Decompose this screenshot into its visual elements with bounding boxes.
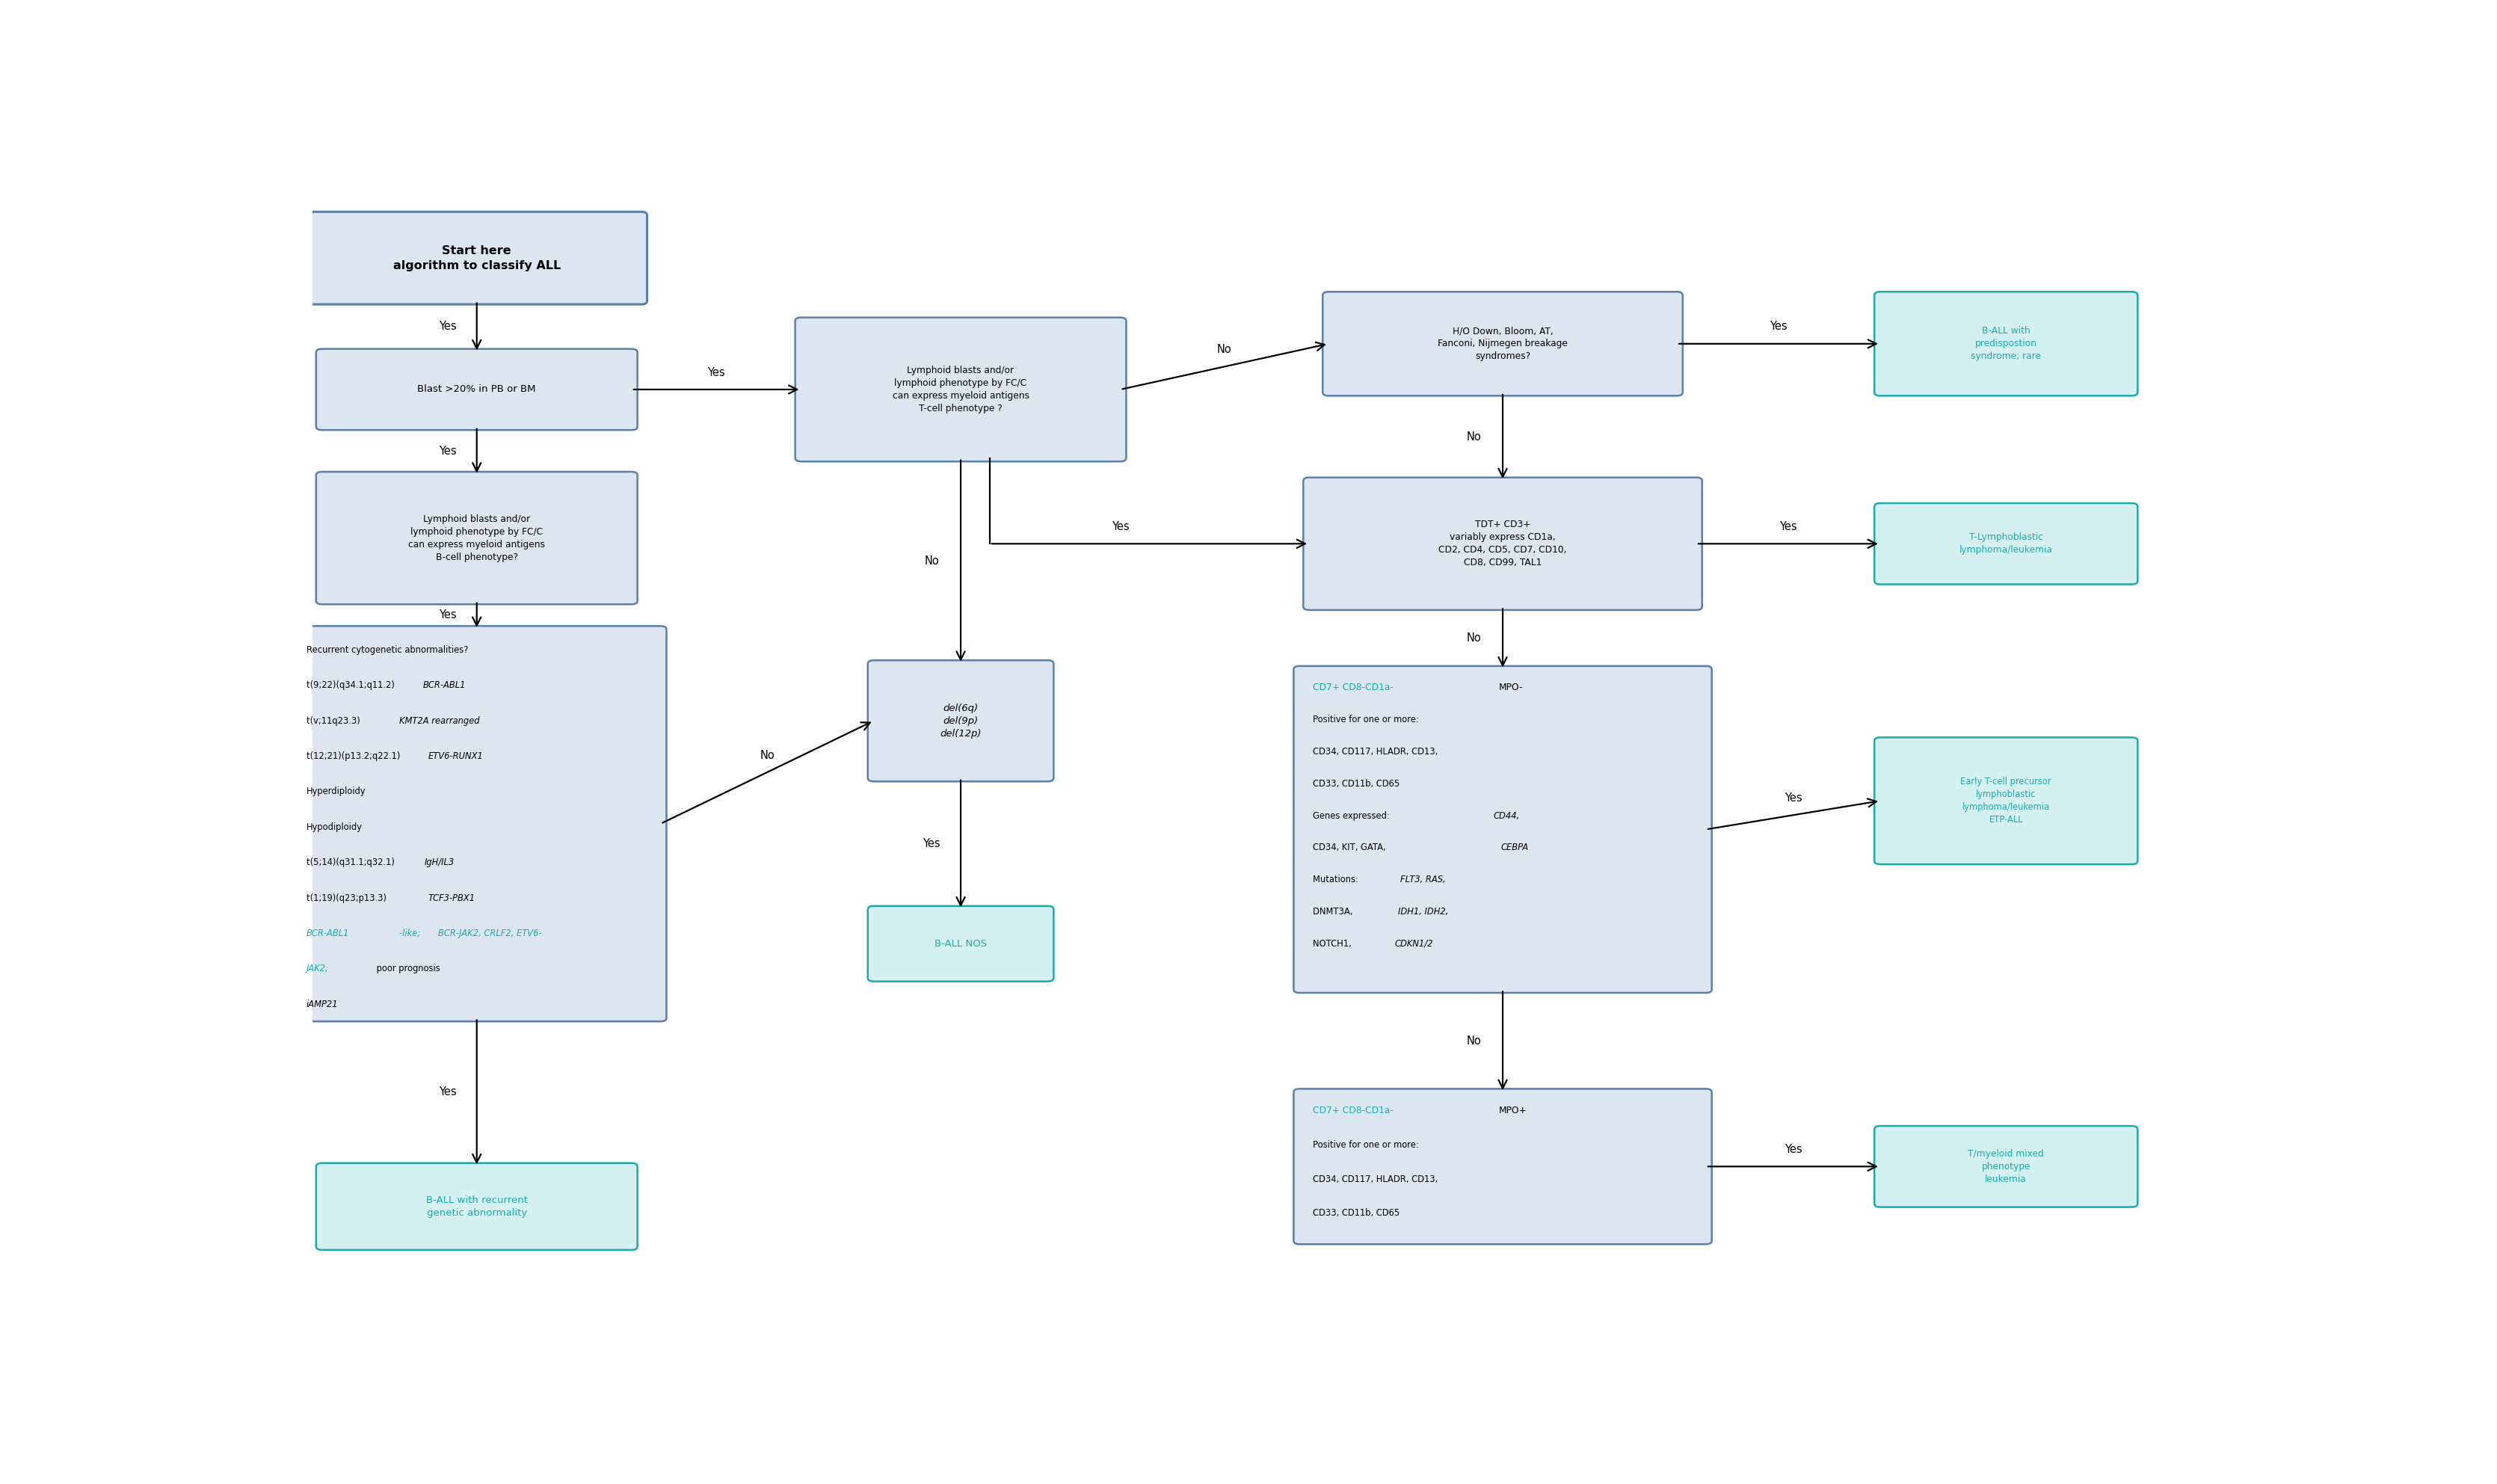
Text: Blast >20% in PB or BM: Blast >20% in PB or BM xyxy=(417,384,537,395)
Text: Mutations:: Mutations: xyxy=(1313,876,1361,884)
Text: CD34, CD117, HLADR, CD13,: CD34, CD117, HLADR, CD13, xyxy=(1313,1174,1438,1184)
Text: Yes: Yes xyxy=(1111,521,1129,533)
Text: KMT2A rearranged: KMT2A rearranged xyxy=(400,715,479,726)
Text: Hypodiploidy: Hypodiploidy xyxy=(307,822,362,833)
Text: poor prognosis: poor prognosis xyxy=(375,965,439,974)
Text: BCR-ABL1: BCR-ABL1 xyxy=(307,929,350,938)
Text: Yes: Yes xyxy=(921,838,941,849)
Text: ETV6-RUNX1: ETV6-RUNX1 xyxy=(429,751,484,761)
Text: No: No xyxy=(759,749,774,761)
FancyBboxPatch shape xyxy=(1293,1089,1710,1244)
Text: B-ALL with recurrent
genetic abnormality: B-ALL with recurrent genetic abnormality xyxy=(427,1195,527,1218)
Text: JAK2;: JAK2; xyxy=(307,965,330,974)
Text: t(12;21)(p13.2;q22.1): t(12;21)(p13.2;q22.1) xyxy=(307,751,402,761)
Text: CD33, CD11b, CD65: CD33, CD11b, CD65 xyxy=(1313,1208,1398,1218)
Text: Genes expressed:: Genes expressed: xyxy=(1313,810,1393,821)
Text: Early T-cell precursor
lymphoblastic
lymphoma/leukemia
ETP-ALL: Early T-cell precursor lymphoblastic lym… xyxy=(1960,778,2050,825)
Text: T-Lymphoblastic
lymphoma/leukemia: T-Lymphoblastic lymphoma/leukemia xyxy=(1958,533,2053,555)
Text: IDH1, IDH2,: IDH1, IDH2, xyxy=(1398,907,1448,917)
Text: No: No xyxy=(1466,430,1481,442)
Text: CEBPA: CEBPA xyxy=(1501,843,1528,852)
Text: CDKN1/2: CDKN1/2 xyxy=(1393,939,1433,948)
Text: No: No xyxy=(1216,344,1231,355)
FancyBboxPatch shape xyxy=(1323,292,1683,396)
Text: CD34, CD117, HLADR, CD13,: CD34, CD117, HLADR, CD13, xyxy=(1313,746,1438,757)
Text: Yes: Yes xyxy=(707,367,724,378)
Text: No: No xyxy=(1466,1036,1481,1046)
Text: MPO+: MPO+ xyxy=(1498,1106,1526,1116)
Text: t(1;19)(q23;p13.3): t(1;19)(q23;p13.3) xyxy=(307,893,390,902)
Text: Yes: Yes xyxy=(439,610,457,620)
Text: H/O Down, Bloom, AT,
Fanconi, Nijmegen breakage
syndromes?: H/O Down, Bloom, AT, Fanconi, Nijmegen b… xyxy=(1438,326,1568,361)
FancyBboxPatch shape xyxy=(794,318,1126,462)
FancyBboxPatch shape xyxy=(1873,503,2137,585)
Text: Start here
algorithm to classify ALL: Start here algorithm to classify ALL xyxy=(392,245,559,272)
Text: Yes: Yes xyxy=(439,321,457,332)
FancyBboxPatch shape xyxy=(317,472,637,604)
Text: B-ALL with
predispostion
syndrome; rare: B-ALL with predispostion syndrome; rare xyxy=(1970,326,2040,361)
Text: -like;: -like; xyxy=(400,929,422,938)
Text: CD44,: CD44, xyxy=(1493,810,1518,821)
FancyBboxPatch shape xyxy=(1303,478,1700,610)
Text: TDT+ CD3+
variably express CD1a,
CD2, CD4, CD5, CD7, CD10,
CD8, CD99, TAL1: TDT+ CD3+ variably express CD1a, CD2, CD… xyxy=(1438,519,1566,568)
Text: CD34, KIT, GATA,: CD34, KIT, GATA, xyxy=(1313,843,1388,852)
Text: BCR-ABL1: BCR-ABL1 xyxy=(422,681,464,690)
FancyBboxPatch shape xyxy=(866,660,1054,782)
Text: Yes: Yes xyxy=(439,1086,457,1098)
Text: Lymphoid blasts and/or
lymphoid phenotype by FC/C
can express myeloid antigens
T: Lymphoid blasts and/or lymphoid phenotyp… xyxy=(891,365,1029,414)
Text: Positive for one or more:: Positive for one or more: xyxy=(1313,1140,1418,1150)
Text: Recurrent cytogenetic abnormalities?: Recurrent cytogenetic abnormalities? xyxy=(307,646,467,654)
Text: MPO-: MPO- xyxy=(1498,683,1523,693)
FancyBboxPatch shape xyxy=(287,626,667,1021)
Text: Hyperdiploidy: Hyperdiploidy xyxy=(307,787,365,797)
Text: Yes: Yes xyxy=(1783,1144,1800,1155)
Text: IgH/IL3: IgH/IL3 xyxy=(424,858,454,868)
Text: del(6q)
del(9p)
del(12p): del(6q) del(9p) del(12p) xyxy=(939,703,981,739)
FancyBboxPatch shape xyxy=(1873,1126,2137,1206)
FancyBboxPatch shape xyxy=(317,1163,637,1250)
FancyBboxPatch shape xyxy=(307,212,647,304)
Text: B-ALL NOS: B-ALL NOS xyxy=(934,939,986,948)
Text: BCR-JAK2, CRLF2, ETV6-: BCR-JAK2, CRLF2, ETV6- xyxy=(437,929,542,938)
Text: T/myeloid mixed
phenotype
leukemia: T/myeloid mixed phenotype leukemia xyxy=(1968,1149,2043,1184)
Text: No: No xyxy=(924,555,939,567)
Text: Yes: Yes xyxy=(1778,521,1795,533)
Text: CD33, CD11b, CD65: CD33, CD11b, CD65 xyxy=(1313,779,1398,788)
Text: Positive for one or more:: Positive for one or more: xyxy=(1313,715,1418,724)
FancyBboxPatch shape xyxy=(317,349,637,430)
Text: CD7+ CD8-CD1a-: CD7+ CD8-CD1a- xyxy=(1313,683,1393,693)
Text: iAMP21: iAMP21 xyxy=(307,999,337,1009)
Text: No: No xyxy=(1466,632,1481,644)
Text: CD7+ CD8-CD1a-: CD7+ CD8-CD1a- xyxy=(1313,1106,1393,1116)
Text: NOTCH1,: NOTCH1, xyxy=(1313,939,1353,948)
Text: DNMT3A,: DNMT3A, xyxy=(1313,907,1356,917)
Text: FLT3, RAS,: FLT3, RAS, xyxy=(1401,876,1446,884)
FancyBboxPatch shape xyxy=(1873,292,2137,396)
Text: Yes: Yes xyxy=(1783,792,1800,804)
Text: t(5;14)(q31.1;q32.1): t(5;14)(q31.1;q32.1) xyxy=(307,858,397,868)
FancyBboxPatch shape xyxy=(866,905,1054,981)
FancyBboxPatch shape xyxy=(1293,666,1710,993)
Text: Yes: Yes xyxy=(439,445,457,457)
Text: TCF3-PBX1: TCF3-PBX1 xyxy=(429,893,474,902)
Text: Yes: Yes xyxy=(1770,321,1788,332)
FancyBboxPatch shape xyxy=(1873,738,2137,864)
Text: t(9;22)(q34.1;q11.2): t(9;22)(q34.1;q11.2) xyxy=(307,681,397,690)
Text: t(v;11q23.3): t(v;11q23.3) xyxy=(307,715,362,726)
Text: Lymphoid blasts and/or
lymphoid phenotype by FC/C
can express myeloid antigens
B: Lymphoid blasts and/or lymphoid phenotyp… xyxy=(407,513,544,562)
